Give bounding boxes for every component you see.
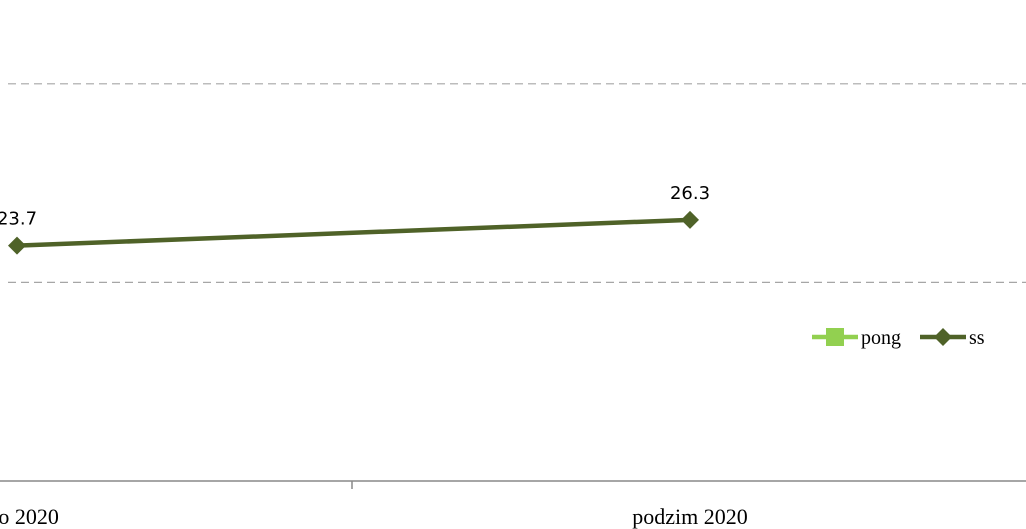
legend-label: pong [861, 327, 901, 349]
legend-label: ss [969, 327, 985, 349]
series-lines [16, 217, 691, 248]
series-markers [8, 210, 699, 255]
x-tick-label: jaro 2020 [0, 504, 59, 529]
gridlines [8, 83, 1026, 283]
x-axis: jaro 2020 podzim 2020 [0, 480, 1026, 529]
data-point-ss [681, 210, 699, 229]
data-label-ss: 26.3 [670, 183, 710, 204]
data-point-ss [8, 236, 26, 255]
data-label-ss: 23.7 [0, 209, 37, 230]
legend-marker [826, 328, 844, 346]
legend-item-pong: pong [812, 327, 901, 349]
data-labels: 84.382.423.726.3 [0, 183, 710, 230]
x-tick-label: podzim 2020 [632, 504, 748, 529]
legend: pong ss [812, 327, 985, 349]
legend-marker [934, 328, 952, 346]
series-line-ss [16, 217, 691, 248]
legend-item-ss: ss [920, 327, 985, 349]
